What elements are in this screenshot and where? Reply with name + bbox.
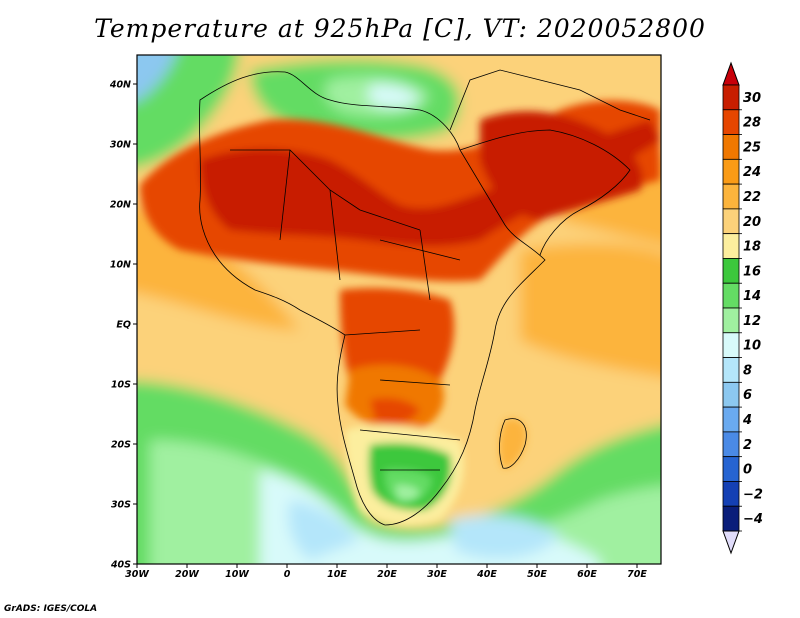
lon-tick-label: 60E [577,569,597,580]
colorbar-label: 30 [743,91,761,106]
lon-tick-label: 20W [175,569,199,580]
colorbar-swatch [722,84,740,111]
lat-tick-label: 10S [111,380,131,391]
colorbar-swatch [722,456,740,482]
colorbar-label: 0 [743,463,752,478]
colorbar-top-arrow [722,61,740,86]
lon-tick-label: 10E [327,569,347,580]
temperature-field [137,55,661,564]
lat-tick-label: 20S [111,440,131,451]
lat-tick-label: 20N [110,200,131,211]
lon-tick-label: 30E [427,569,447,580]
lon-tick-label: 10W [225,569,249,580]
map-frame [136,54,662,565]
colorbar-swatch [722,357,740,383]
plot-title: Temperature at 925hPa [C], VT: 202005280… [94,14,706,43]
lon-tick-label: 50E [527,569,547,580]
lat-tick-label: 40N [109,80,131,91]
colorbar-swatch [722,233,740,259]
colorbar-label: −2 [743,487,763,502]
lon-tick-label: 70E [627,569,647,580]
colorbar-label: 2 [743,438,752,453]
colorbar-swatch [722,258,740,284]
colorbar-swatch [722,109,740,135]
colorbar-label: 16 [743,264,761,279]
colorbar-swatch [722,282,740,309]
lat-tick-label: 30S [111,500,131,511]
colorbar-swatch [722,208,740,235]
colorbar-swatch [722,381,740,408]
lon-tick-label: 30W [125,569,149,580]
colorbar-swatch [722,481,740,507]
colorbar-swatch [722,505,740,532]
colorbar-label: 10 [743,339,761,354]
colorbar-swatch [722,134,740,160]
colorbar-label: 4 [742,413,752,428]
grads-credit: GrADS: IGES/COLA [4,604,98,614]
lat-tick-label: 10N [110,260,131,271]
colorbar-label: −4 [743,512,763,527]
colorbar-bottom-arrow [722,530,740,555]
colorbar-label: 14 [743,289,761,304]
colorbar-label: 18 [743,240,761,255]
colorbar-swatch [722,431,740,458]
lat-tick-label: 30N [110,140,131,151]
lat-tick-label: EQ [116,320,131,331]
lat-tick-label: 40S [110,560,131,571]
lon-tick-label: 20E [377,569,397,580]
coastlines-borders [199,69,651,526]
colorbar-label: 24 [743,165,761,180]
colorbar-label: 28 [743,116,761,131]
colorbar-swatch [722,158,740,185]
colorbar-swatch [722,307,740,334]
colorbar-label: 12 [743,314,761,329]
longitude-axis: 30W 20W 10W 0 10E 20E 30E 40E 50E 60E 70E [125,564,647,580]
colorbar-swatch [722,183,740,210]
lon-tick-label: 40E [476,569,497,580]
colorbar-label: 6 [743,388,752,403]
colorbar-swatch [722,406,740,433]
colorbar-swatch [722,332,740,358]
colorbar-label: 22 [743,190,761,205]
colorbar-label: 25 [743,140,761,155]
colorbar-label: 20 [743,215,761,230]
lon-tick-label: 0 [284,569,291,580]
colorbar-label: 8 [743,363,752,378]
latitude-axis: 40N 30N 20N 10N EQ 10S 20S 30S 40S [109,80,137,571]
